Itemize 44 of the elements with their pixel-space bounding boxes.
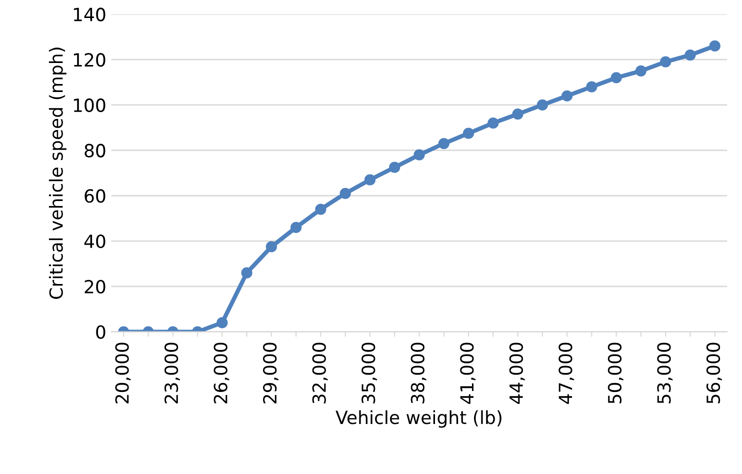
x-tick-label: 44,000 bbox=[509, 342, 525, 404]
point bbox=[610, 72, 622, 84]
point bbox=[216, 317, 228, 328]
point bbox=[290, 222, 302, 234]
point bbox=[266, 241, 277, 252]
point bbox=[438, 138, 450, 150]
x-tick-label: 53,000 bbox=[657, 342, 673, 404]
y-tick-label: 100 bbox=[74, 98, 106, 112]
point bbox=[586, 81, 598, 92]
point bbox=[561, 90, 573, 102]
x-tick-label: 20,000 bbox=[115, 342, 131, 404]
point bbox=[488, 118, 499, 129]
x-tick-label: 23,000 bbox=[164, 342, 180, 404]
point bbox=[512, 108, 524, 120]
point bbox=[241, 267, 252, 278]
point bbox=[315, 204, 326, 215]
point bbox=[684, 49, 696, 61]
x-axis-title: Vehicle weight (lb) bbox=[336, 410, 502, 428]
y-tick-label: 120 bbox=[74, 53, 106, 67]
x-tick-label: 41,000 bbox=[460, 342, 476, 404]
y-tick-label: 0 bbox=[96, 325, 106, 339]
y-tick-label: 140 bbox=[74, 8, 106, 22]
y-tick-label: 20 bbox=[84, 280, 106, 294]
x-tick-label: 26,000 bbox=[214, 342, 230, 404]
x-tick-label: 50,000 bbox=[608, 342, 624, 404]
y-tick-label: 40 bbox=[84, 234, 106, 248]
y-axis-title: Critical vehicle speed (mph) bbox=[48, 48, 66, 299]
point bbox=[709, 40, 720, 52]
x-tick-label: 32,000 bbox=[312, 342, 328, 404]
point bbox=[536, 99, 548, 111]
x-tick-label: 38,000 bbox=[410, 342, 426, 404]
x-tick-label: 35,000 bbox=[362, 342, 378, 404]
y-tick-label: 60 bbox=[84, 189, 106, 203]
x-tick-label: 29,000 bbox=[263, 342, 279, 404]
point bbox=[364, 174, 376, 186]
x-tick-label: 56,000 bbox=[706, 342, 722, 404]
point bbox=[414, 149, 425, 160]
point bbox=[389, 162, 400, 173]
point bbox=[462, 128, 474, 139]
point bbox=[340, 188, 351, 199]
point bbox=[660, 56, 672, 68]
y-tick-label: 80 bbox=[84, 144, 106, 158]
x-tick-label: 47,000 bbox=[558, 342, 574, 404]
point bbox=[635, 65, 646, 76]
